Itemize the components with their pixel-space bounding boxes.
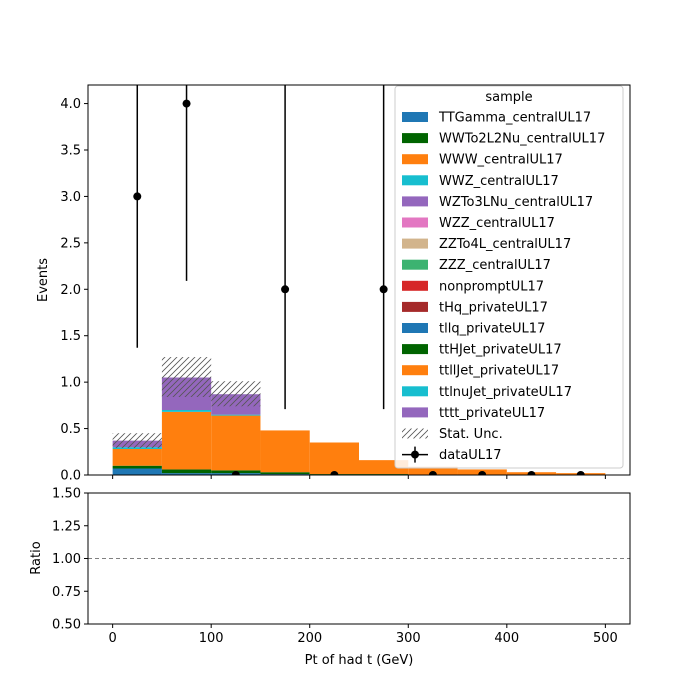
data-point [428, 471, 437, 475]
legend-frame [394, 85, 624, 469]
y-tick-label: 4.0 [60, 97, 81, 112]
bar-segment [161, 469, 212, 474]
legend-swatch [402, 175, 428, 186]
x-tick-label: 200 [297, 631, 322, 646]
ratio-y-tick-label: 0.75 [52, 585, 81, 600]
legend-items: TTGamma_centralUL17 WWTo2L2Nu_centralUL17… [402, 111, 605, 463]
y-tick-label: 0.0 [60, 469, 81, 484]
ratio-y-tick-label: 1.00 [52, 552, 81, 567]
data-points [133, 85, 585, 475]
bar-segment [260, 472, 310, 475]
legend-swatch [402, 112, 428, 122]
x-tick-label: 0 [108, 631, 116, 646]
legend-label: tHq_privateUL17 [439, 300, 548, 315]
legend-label: WZZ_centralUL17 [439, 216, 555, 231]
data-point [330, 471, 339, 475]
legend-swatch [402, 259, 428, 270]
bar-segment [309, 442, 359, 475]
legend-swatch [402, 217, 428, 228]
legend-label: WWZ_centralUL17 [439, 174, 559, 189]
x-tick-label: 100 [199, 631, 224, 646]
y-tick-label: 3.0 [60, 190, 81, 205]
legend-title: sample [485, 90, 532, 105]
stat-unc-band [211, 381, 261, 407]
legend-swatch [402, 154, 428, 165]
legend-data-marker [411, 450, 419, 459]
data-point [182, 99, 191, 108]
stat-unc-band [161, 357, 212, 397]
legend-swatch [402, 386, 428, 397]
y-tick-label: 1.5 [60, 329, 81, 344]
ratio-plot-frame [87, 492, 631, 625]
legend-swatch [402, 323, 428, 333]
data-point [231, 471, 240, 475]
legend-swatch [402, 133, 428, 144]
legend-label: Stat. Unc. [439, 427, 503, 442]
ratio-x-ticks: 0 100 200 300 400 500 [108, 624, 618, 646]
legend-swatch [402, 301, 428, 312]
legend-label: ttlnuJet_privateUL17 [439, 385, 572, 400]
y-tick-label: 2.5 [60, 236, 81, 251]
main-plot-frame [87, 84, 631, 476]
bar-segment [211, 415, 261, 471]
ratio-y-ticks: 0.50 0.75 1.00 1.25 1.50 [52, 487, 88, 633]
bar-segment [260, 430, 310, 473]
legend-label: WWW_centralUL17 [439, 153, 563, 168]
ratio-y-axis-label: Ratio [29, 541, 44, 574]
bar-segment [112, 449, 162, 466]
legend-label: ttllJet_privateUL17 [439, 364, 559, 379]
data-point [576, 471, 585, 475]
ratio-y-tick-label: 1.25 [52, 519, 81, 534]
stat-unc-band [112, 433, 162, 449]
bar-segment [112, 468, 162, 475]
stat-unc-bands [112, 357, 261, 449]
x-tick-label: 500 [593, 631, 618, 646]
main-x-ticks [112, 475, 606, 479]
x-axis-label: Pt of had t (GeV) [305, 653, 414, 668]
main-plot-area: 0.0 0.5 1.0 1.5 2.0 2.5 3.0 3.5 4.0 Events [36, 84, 631, 484]
ratio-y-tick-label: 0.50 [52, 618, 81, 633]
legend-label: TTGamma_centralUL17 [438, 111, 591, 126]
ratio-plot-area: 0.50 0.75 1.00 1.25 1.50 0 100 200 300 400 500 Ra… [29, 487, 631, 668]
legend-label: nonpromptUL17 [439, 279, 544, 294]
legend-label: dataUL17 [439, 448, 502, 463]
data-point [133, 192, 142, 201]
legend-label: tttt_privateUL17 [439, 406, 545, 421]
legend-swatch-hatch [402, 428, 428, 439]
bar-segment [211, 414, 261, 416]
data-point [281, 285, 290, 294]
legend-label: ttHJet_privateUL17 [439, 343, 562, 358]
y-tick-label: 1.0 [60, 376, 81, 391]
bar-segment [161, 411, 212, 470]
bar-segment [408, 466, 458, 475]
legend-label: ZZTo4L_centralUL17 [439, 237, 571, 252]
bar-segment [112, 465, 162, 469]
main-y-axis-label: Events [36, 258, 51, 302]
legend-swatch [402, 196, 428, 207]
legend-label: WZTo3LNu_centralUL17 [439, 195, 593, 210]
legend-label: WWTo2L2Nu_centralUL17 [439, 132, 605, 147]
y-tick-label: 3.5 [60, 144, 81, 159]
data-point [527, 471, 536, 475]
x-tick-label: 400 [494, 631, 519, 646]
y-tick-label: 0.5 [60, 422, 81, 437]
legend-swatch [402, 365, 428, 376]
bar-segment [161, 473, 212, 475]
main-y-ticks: 0.0 0.5 1.0 1.5 2.0 2.5 3.0 3.5 4.0 [60, 97, 88, 484]
legend-label: ZZZ_centralUL17 [439, 258, 551, 273]
data-point [478, 471, 487, 475]
ratio-y-tick-label: 1.50 [52, 487, 81, 502]
legend-swatch [402, 407, 428, 418]
x-tick-label: 300 [396, 631, 421, 646]
legend-label: tllq_privateUL17 [439, 322, 545, 337]
legend-swatch [402, 344, 428, 355]
legend: sample TTGamma_centralUL17 WWTo2L2Nu_cent… [394, 85, 624, 469]
data-point [379, 285, 388, 294]
bar-segment [161, 410, 212, 412]
legend-swatch [402, 238, 428, 249]
y-tick-label: 2.0 [60, 283, 81, 298]
legend-swatch [402, 280, 428, 291]
